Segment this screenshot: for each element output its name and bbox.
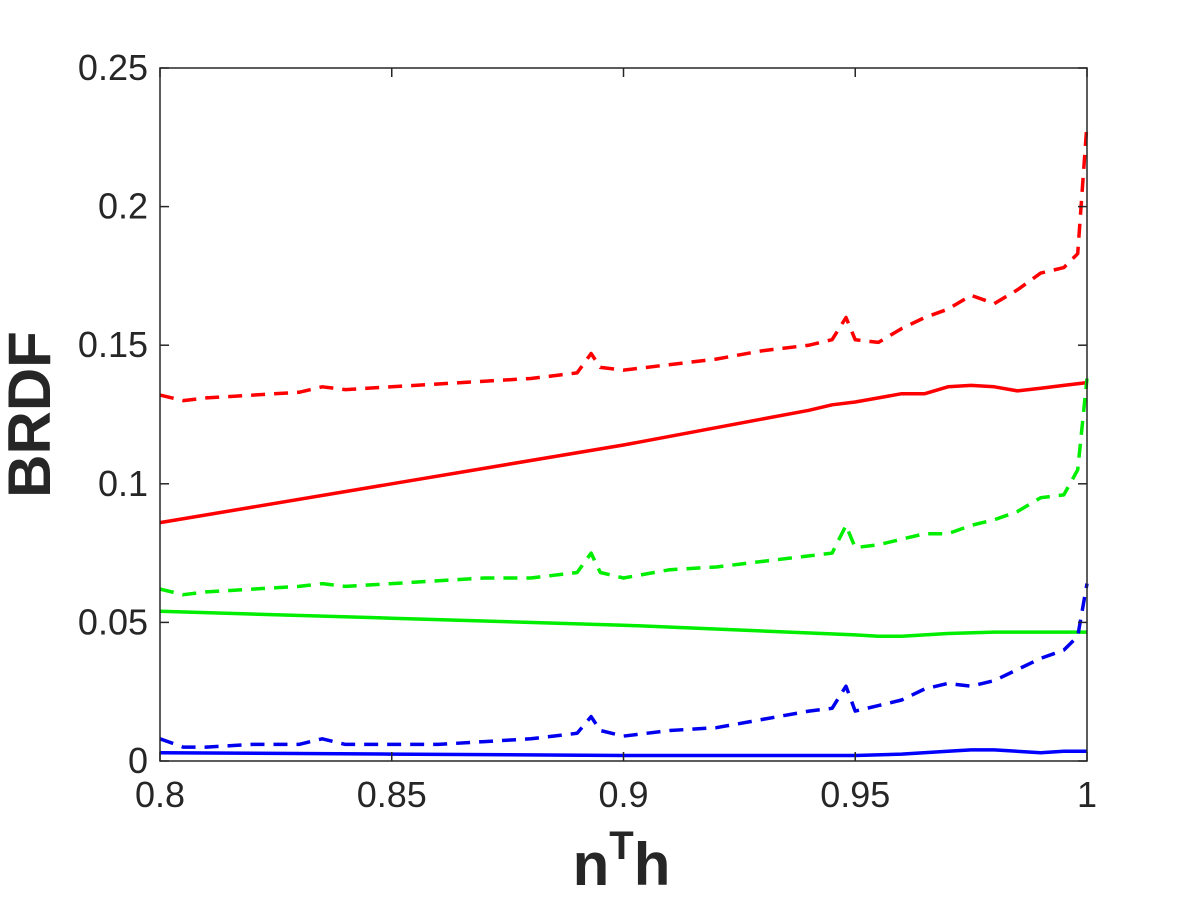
series-line-6-dashed (159, 583, 1089, 749)
y-tick-label: 0.1 (98, 463, 148, 504)
series-line-2-solid (159, 609, 1087, 639)
x-axis-title-superscript: T (609, 824, 633, 868)
x-axis-title-base: n (573, 831, 610, 898)
series-line-4-dashed (159, 123, 1089, 403)
tick-labels-layer: 0.8 0.85 0.9 0.95 1 0 0.05 0.1 0.15 0.2 0.25 (78, 47, 1097, 815)
y-tick-label: 0.2 (98, 186, 148, 227)
y-tick-label: 0.15 (78, 324, 148, 365)
x-tick-label: 0.85 (357, 774, 427, 815)
y-tick-label: 0.05 (78, 601, 148, 642)
plot-area-frame (159, 67, 1088, 762)
x-tick-label: 0.9 (598, 774, 648, 815)
series-line-5-dashed (159, 378, 1089, 597)
series-line-1-solid (159, 380, 1088, 525)
series-line-3-solid (159, 748, 1087, 758)
y-tick-label: 0 (128, 740, 148, 781)
x-axis-title: nTh (573, 824, 671, 898)
series-layer (159, 123, 1089, 758)
y-axis-title: BRDF (0, 331, 63, 498)
ticks-layer (159, 67, 1088, 762)
y-tick-label: 0.25 (78, 47, 148, 88)
x-tick-label: 1 (1077, 774, 1097, 815)
x-axis-title-tail: h (634, 831, 671, 898)
x-tick-label: 0.95 (820, 774, 890, 815)
x-tick-label: 0.8 (135, 774, 185, 815)
